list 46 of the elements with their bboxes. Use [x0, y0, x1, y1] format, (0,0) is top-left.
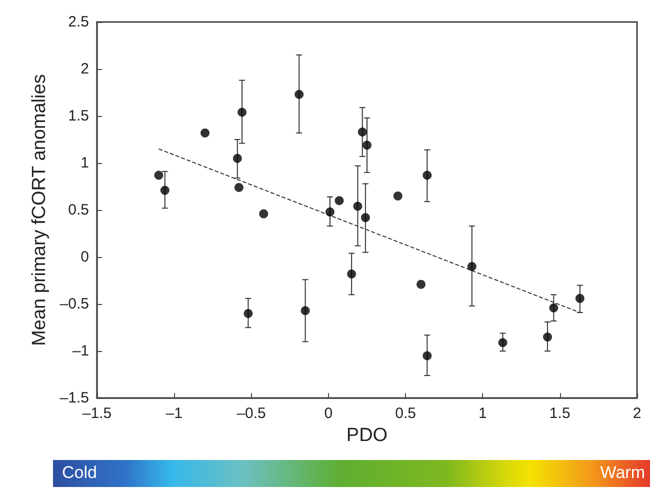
y-axis-title: Mean primary fCORT anomalies [28, 74, 50, 346]
point [393, 191, 402, 200]
point [294, 90, 304, 99]
point [575, 294, 584, 303]
point [543, 332, 552, 342]
point [334, 196, 344, 206]
point [358, 128, 367, 137]
point [498, 338, 508, 348]
text: Cold [62, 463, 97, 483]
point [238, 108, 247, 117]
y-tick-label: –1.5 [60, 390, 89, 407]
x-tick-label: 0.5 [395, 405, 416, 422]
point [259, 209, 268, 218]
point [422, 170, 432, 180]
point [232, 154, 242, 163]
point [347, 269, 356, 278]
x-tick-label: 1 [478, 405, 487, 422]
point [234, 182, 244, 192]
y-tick-label: 2 [80, 60, 89, 78]
x-tick-label: 0 [324, 405, 333, 422]
x-axis-title: PDO [346, 425, 388, 446]
y-tick-label: –1 [72, 342, 89, 360]
x-tick-label: 1.5 [549, 405, 570, 422]
point [353, 202, 362, 211]
point [160, 186, 170, 195]
x-tick-label: –0.5 [236, 405, 266, 422]
point [200, 128, 210, 138]
point [416, 280, 426, 289]
y-tick-label: 0 [80, 248, 89, 266]
point [154, 170, 164, 180]
y-tick-label: 0.5 [68, 202, 89, 219]
y-tick-label: 1.5 [68, 108, 89, 125]
point [422, 351, 432, 360]
x-tick-label: 2 [632, 405, 642, 422]
y-tick-label: 1 [80, 154, 89, 172]
point [325, 207, 334, 216]
point [362, 140, 372, 150]
x-tick-label: –1 [166, 405, 182, 422]
point [360, 213, 370, 222]
point [300, 306, 310, 316]
point [244, 308, 253, 318]
point [467, 262, 476, 271]
y-tick-label: 2.5 [68, 14, 89, 30]
y-tick-label: –0.5 [60, 296, 89, 313]
text: Warm [600, 463, 645, 483]
point [549, 303, 558, 312]
